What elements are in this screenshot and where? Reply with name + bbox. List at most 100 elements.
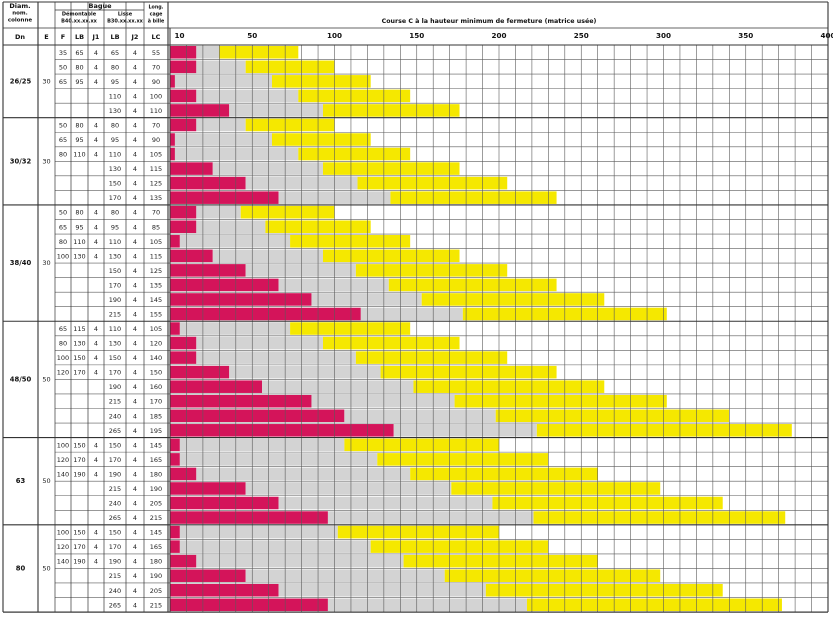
cell-lb1: 170 [73,543,85,551]
cell-j2: 4 [133,252,137,260]
cell-lb1: 130 [73,252,85,260]
cell-lb1: 150 [73,529,85,537]
x-tick-label: 150 [409,31,424,40]
bar-segment-grey [196,351,356,364]
cell-j1: 4 [94,529,98,537]
cell-j1: 4 [94,325,98,333]
cell-lb2: 170 [109,543,121,551]
bar-segment-grey [196,554,404,568]
cell-j2: 4 [133,194,137,202]
x-tick-label: 350 [738,31,753,40]
bar-segment-grey [360,307,463,321]
bar-segment-grey [278,496,493,510]
cell-lb2: 130 [109,165,121,173]
bar-segment-yellow [377,453,549,466]
cell-j2: 4 [133,398,137,406]
bar-segment-magenta [170,133,175,146]
cell-lb2: 80 [111,63,119,71]
header-j2: J2 [131,33,139,41]
bar-segment-yellow [245,60,335,74]
bar-segment-yellow [413,380,605,393]
bar-segment-magenta [170,307,361,321]
x-tick-label: 250 [574,31,589,40]
cell-j2: 4 [133,558,137,566]
bar-segment-grey [174,75,272,88]
bar-segment-yellow [390,191,557,204]
group-e-label: 30 [42,157,50,165]
cell-j2: 4 [133,92,137,100]
group-e-label: 50 [42,477,50,485]
bar-segment-yellow [337,525,499,539]
group-e-label: 30 [42,259,50,267]
cell-lb2: 150 [109,267,121,275]
bar-segment-magenta [170,336,197,350]
cell-j1: 4 [94,136,98,144]
cell-lb2: 95 [111,223,119,231]
cell-j2: 4 [133,412,137,420]
bar-segment-magenta [170,424,394,437]
cell-lc: 105 [150,238,162,246]
group-e-label: 50 [42,564,50,572]
group-dn-label: 30/32 [10,157,32,165]
cell-j2: 4 [133,209,137,217]
cell-f: 80 [59,238,67,246]
cell-j1: 4 [94,49,98,57]
cell-lc: 215 [150,601,162,609]
header-dn: Dn [15,33,25,41]
cell-lb1: 95 [75,78,83,86]
cell-lc: 135 [150,194,162,202]
bar-segment-magenta [170,598,328,612]
cell-f: 65 [59,78,67,86]
cell-j2: 4 [133,601,137,609]
cell-lb2: 65 [111,49,119,57]
cell-lb1: 95 [75,223,83,231]
bar-segment-magenta [170,482,246,495]
cell-lb2: 170 [109,456,121,464]
cell-f: 100 [57,441,69,449]
bar-segment-grey [344,409,496,423]
cell-lb2: 130 [109,340,121,348]
bar-segment-yellow [344,438,499,452]
header-b30: B30.xx.xx.xx [107,19,144,25]
bar-segment-magenta [170,89,197,103]
cell-lb2: 130 [109,107,121,115]
cell-j2: 4 [133,543,137,551]
bar-segment-magenta [170,220,197,234]
bar-segment-magenta [170,540,180,553]
cell-j2: 4 [133,470,137,478]
cell-lb1: 130 [73,340,85,348]
cell-j2: 4 [133,151,137,159]
bar-segment-grey [196,205,241,219]
bar-segment-magenta [170,438,180,452]
bar-segment-yellow [219,46,299,59]
bar-segment-yellow [290,322,411,335]
cell-j1: 4 [94,252,98,260]
cell-f: 120 [57,456,69,464]
cell-lb2: 110 [109,325,121,333]
cell-lb2: 215 [109,485,121,493]
bar-segment-yellow [355,264,508,277]
cell-j1: 4 [94,470,98,478]
cell-lb1: 190 [73,470,85,478]
cell-lc: 85 [152,223,160,231]
group-dn-label: 63 [16,477,26,485]
cell-lc: 110 [150,107,162,115]
cell-lb1: 150 [73,441,85,449]
cell-lb1: 170 [73,369,85,377]
cell-lb2: 110 [109,151,121,159]
cell-j1: 4 [94,209,98,217]
cell-lb2: 150 [109,180,121,188]
cell-lb2: 170 [109,281,121,289]
header-j1: J1 [92,33,100,41]
cell-j1: 4 [94,354,98,362]
bar-segment-magenta [170,147,175,161]
cell-lc: 100 [150,92,162,100]
bar-segment-grey [245,482,452,495]
cell-j1: 4 [94,558,98,566]
cell-lc: 125 [150,180,162,188]
cell-j2: 4 [133,136,137,144]
bar-segment-yellow [533,511,786,524]
bar-segment-grey [196,467,411,481]
header-cage: cage [150,13,164,18]
cell-j2: 4 [133,529,137,537]
